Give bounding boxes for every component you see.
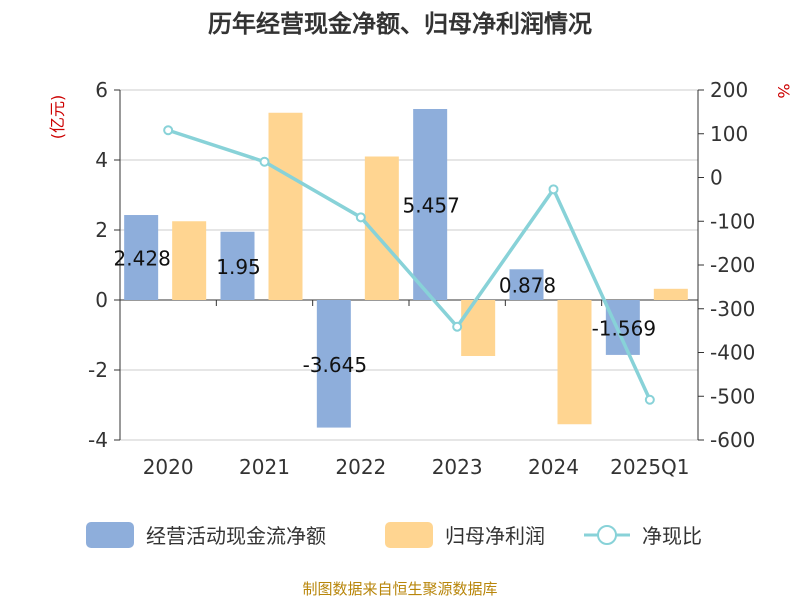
right-axis-tick-label: 100 (710, 122, 748, 146)
right-axis-tick-label: -600 (710, 428, 755, 452)
right-axis-tick-label: 0 (710, 166, 723, 190)
category-label: 2023 (432, 455, 483, 479)
left-axis-tick-label: -2 (88, 358, 108, 382)
cashflow-bar (316, 300, 351, 428)
legend: 经营活动现金流净额 归母净利润 净现比 (86, 522, 702, 548)
net-cash-ratio-point (259, 156, 270, 167)
axes: 6 4 2 0 -2 -4 200 100 0 -100 -200 -300 -400 -500 -600 2… (88, 78, 755, 479)
cashflow-data-label: -1.569 (592, 316, 656, 340)
right-axis-tick-label: 200 (710, 78, 748, 102)
legend-label: 归母净利润 (445, 524, 545, 548)
right-axis-tick-label: -400 (710, 341, 755, 365)
data-labels: 2.428 1.95 -3.645 5.457 0.878 -1.569 (114, 194, 657, 377)
cashflow-data-label: -3.645 (303, 353, 367, 377)
source-note: 制图数据来自恒生聚源数据库 (302, 580, 497, 598)
net-profit-bar (268, 112, 303, 300)
category-label: 2022 (335, 455, 386, 479)
left-axis-tick-label: 4 (95, 148, 108, 172)
cashflow-bar (220, 231, 255, 300)
net-cash-ratio-point (452, 321, 463, 332)
legend-label: 净现比 (642, 524, 702, 548)
right-axis-tick-label: -300 (710, 297, 755, 321)
cashflow-data-label: 0.878 (499, 274, 556, 298)
cashflow-bar (509, 269, 544, 300)
cashflow-data-label: 2.428 (114, 247, 171, 271)
left-axis-tick-label: 0 (95, 288, 108, 312)
cashflow-bar (413, 109, 448, 300)
cashflow-bar (124, 215, 159, 300)
right-axis-tick-label: -500 (710, 384, 755, 408)
bars (124, 109, 688, 428)
left-axis-tick-label: -4 (88, 428, 108, 452)
net-cash-ratio-line (167, 128, 652, 401)
category-label: 2020 (143, 455, 194, 479)
category-label: 2021 (239, 455, 290, 479)
net-cash-ratio-point (548, 184, 559, 195)
category-label: 2024 (528, 455, 579, 479)
cashflow-data-label: 5.457 (403, 194, 460, 218)
net-profit-bar (557, 300, 592, 425)
legend-swatch (86, 522, 134, 548)
legend-marker (597, 525, 617, 545)
legend-label: 经营活动现金流净额 (146, 524, 326, 548)
left-axis-tick-label: 6 (95, 78, 108, 102)
chart-title: 历年经营现金净额、归母净利润情况 (208, 10, 592, 38)
right-axis-tick-label: -200 (710, 253, 755, 277)
cashflow-bar (605, 300, 640, 355)
net-cash-ratio-point (644, 394, 655, 405)
right-axis-tick-label: -100 (710, 209, 755, 233)
legend-swatch (385, 522, 433, 548)
net-profit-bar (172, 221, 207, 300)
category-label: 2025Q1 (610, 455, 689, 479)
net-cash-ratio-point (163, 125, 174, 136)
right-axis-unit: % (774, 83, 793, 98)
left-axis-tick-label: 2 (95, 218, 108, 242)
left-axis-unit: (亿元) (48, 95, 67, 140)
net-profit-bar (461, 300, 496, 356)
cashflow-data-label: 1.95 (216, 255, 261, 279)
line-series (163, 125, 655, 405)
net-cash-ratio-point (355, 212, 366, 223)
net-profit-bar (653, 288, 688, 300)
